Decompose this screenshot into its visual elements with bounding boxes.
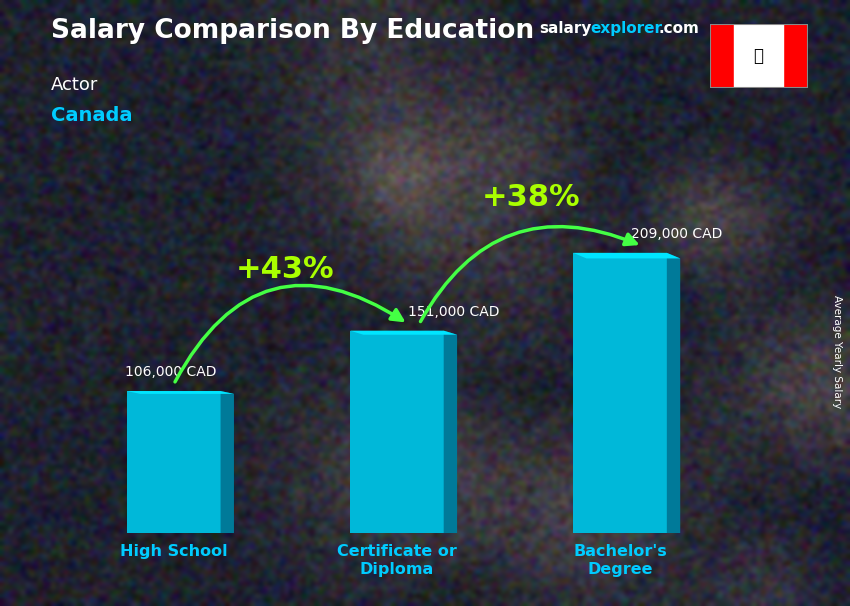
Bar — [710, 24, 734, 88]
Polygon shape — [350, 331, 444, 533]
Text: 209,000 CAD: 209,000 CAD — [631, 227, 722, 241]
Polygon shape — [350, 331, 457, 335]
Text: .com: .com — [659, 21, 700, 36]
Polygon shape — [127, 391, 220, 533]
Text: explorer: explorer — [591, 21, 663, 36]
Polygon shape — [127, 391, 234, 394]
Text: Average Yearly Salary: Average Yearly Salary — [832, 295, 842, 408]
Bar — [734, 24, 783, 88]
Text: Actor: Actor — [51, 76, 99, 94]
Text: +43%: +43% — [236, 255, 335, 284]
Text: 106,000 CAD: 106,000 CAD — [125, 365, 216, 379]
Polygon shape — [444, 331, 457, 533]
Text: Salary Comparison By Education: Salary Comparison By Education — [51, 18, 534, 44]
Bar — [783, 24, 808, 88]
Text: Canada: Canada — [51, 106, 133, 125]
Polygon shape — [573, 253, 680, 258]
Text: salary: salary — [540, 21, 592, 36]
Polygon shape — [666, 253, 680, 533]
Text: 151,000 CAD: 151,000 CAD — [408, 305, 500, 319]
Text: +38%: +38% — [481, 184, 580, 212]
Text: 🍁: 🍁 — [754, 47, 763, 65]
Polygon shape — [220, 391, 234, 533]
Polygon shape — [573, 253, 666, 533]
